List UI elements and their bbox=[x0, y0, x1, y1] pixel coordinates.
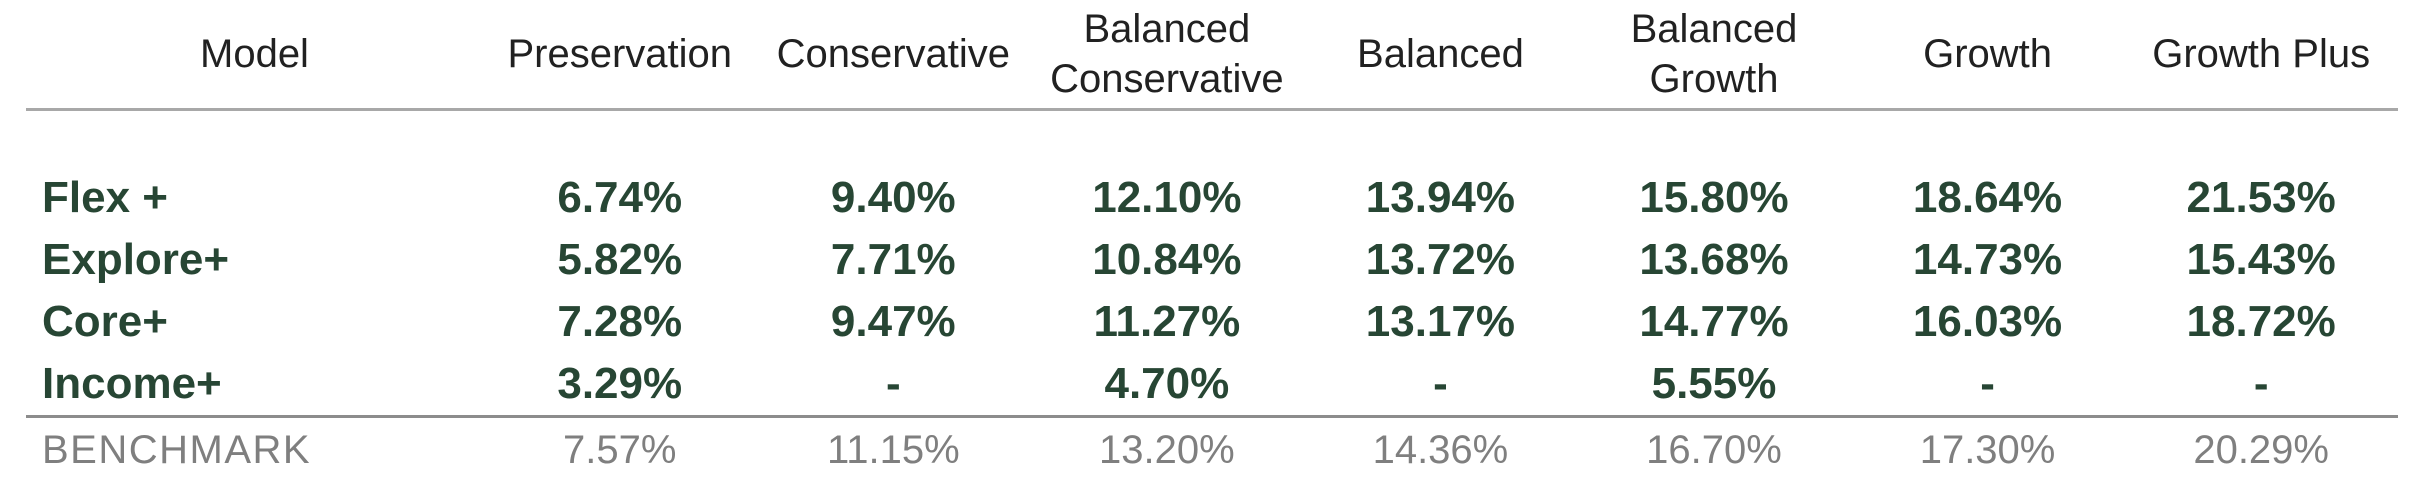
benchmark-value: 17.30% bbox=[1850, 415, 2125, 482]
return-value: 13.94% bbox=[1365, 173, 1516, 222]
column-header-balanced-conservative: Balanced Conservative bbox=[1030, 0, 1304, 111]
benchmark-value: 11.15% bbox=[756, 415, 1031, 482]
return-value: 7.71% bbox=[830, 235, 956, 284]
return-value: - bbox=[1433, 359, 1448, 408]
table-row-income: Income+ 3.29% - 4.70% - 5.55% - - bbox=[26, 353, 2398, 417]
benchmark-value: 7.57% bbox=[482, 415, 757, 482]
table-row-flex: Flex + 6.74% 9.40% 12.10% 13.94% 15.80% … bbox=[26, 167, 2398, 229]
model-name: Flex + bbox=[42, 173, 168, 222]
benchmark-value: 13.20% bbox=[1030, 415, 1304, 482]
return-value: - bbox=[2253, 359, 2269, 408]
model-name: Core+ bbox=[42, 297, 168, 346]
return-value: 14.73% bbox=[1912, 235, 2063, 284]
return-value: 16.03% bbox=[1912, 297, 2063, 346]
return-value: 5.55% bbox=[1651, 359, 1777, 408]
table-row-core: Core+ 7.28% 9.47% 11.27% 13.17% 14.77% 1… bbox=[26, 291, 2398, 353]
return-value: 7.28% bbox=[557, 297, 683, 346]
return-value: 9.47% bbox=[830, 297, 956, 346]
spacer-row bbox=[26, 110, 2398, 168]
return-value: 12.10% bbox=[1092, 173, 1242, 222]
column-header-conservative: Conservative bbox=[756, 0, 1031, 111]
return-value: 4.70% bbox=[1104, 359, 1230, 408]
performance-table: Model Preservation Conservative Balanced… bbox=[26, 0, 2398, 482]
return-value: 13.68% bbox=[1639, 235, 1789, 284]
return-value: 13.17% bbox=[1365, 297, 1516, 346]
column-header-growth: Growth bbox=[1850, 0, 2125, 111]
return-value: 15.80% bbox=[1639, 173, 1789, 222]
return-value: 15.43% bbox=[2186, 235, 2336, 284]
table-header: Model Preservation Conservative Balanced… bbox=[26, 0, 2398, 111]
table-row-explore: Explore+ 5.82% 7.71% 10.84% 13.72% 13.68… bbox=[26, 229, 2398, 291]
header-row: Model Preservation Conservative Balanced… bbox=[26, 0, 2398, 111]
benchmark-value: 16.70% bbox=[1577, 415, 1851, 482]
return-value: 6.74% bbox=[557, 173, 683, 222]
column-header-model: Model bbox=[26, 0, 483, 111]
return-value: 21.53% bbox=[2186, 173, 2336, 222]
column-header-growth-plus: Growth Plus bbox=[2124, 0, 2398, 111]
return-value: - bbox=[885, 359, 901, 408]
benchmark-label: BENCHMARK bbox=[26, 415, 483, 482]
column-header-balanced-growth: Balanced Growth bbox=[1577, 0, 1851, 111]
benchmark-row: BENCHMARK 7.57% 11.15% 13.20% 14.36% 16.… bbox=[26, 415, 2398, 482]
return-value: 11.27% bbox=[1093, 297, 1241, 346]
benchmark-value: 14.36% bbox=[1303, 415, 1578, 482]
return-value: 10.84% bbox=[1092, 235, 1242, 284]
return-value: - bbox=[1980, 359, 1995, 408]
model-name: Explore+ bbox=[42, 235, 230, 284]
column-header-preservation: Preservation bbox=[482, 0, 757, 111]
model-name: Income+ bbox=[42, 359, 222, 408]
return-value: 13.72% bbox=[1365, 235, 1516, 284]
return-value: 3.29% bbox=[557, 359, 683, 408]
return-value: 18.72% bbox=[2186, 297, 2336, 346]
return-value: 18.64% bbox=[1912, 173, 2063, 222]
column-header-balanced: Balanced bbox=[1303, 0, 1578, 111]
benchmark-value: 20.29% bbox=[2124, 415, 2398, 482]
return-value: 14.77% bbox=[1639, 297, 1789, 346]
return-value: 9.40% bbox=[830, 173, 956, 222]
return-value: 5.82% bbox=[557, 235, 683, 284]
